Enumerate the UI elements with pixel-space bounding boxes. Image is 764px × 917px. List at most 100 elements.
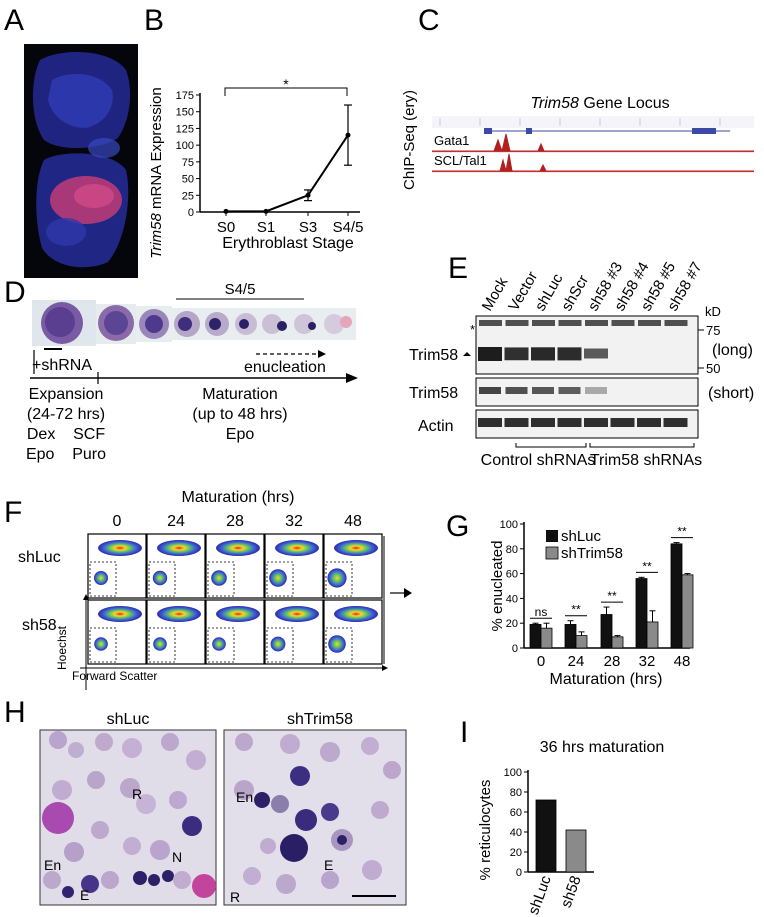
panel-h-shtrim58-cells — [234, 733, 401, 894]
panel-b-y-axis-label: Trim58 mRNA Expression — [148, 87, 165, 258]
panel-g-bar-shluc — [600, 614, 613, 649]
panel-g-bar-shtrim58 — [575, 635, 588, 649]
panel-i-title: 36 hrs maturation — [540, 739, 665, 756]
panel-e-lane-label: Mock — [479, 274, 512, 314]
panel-f-timepoint-label: 0 — [113, 513, 122, 530]
panel-f-title: Maturation (hrs) — [182, 489, 295, 506]
panel-h-left-label-en: En — [44, 857, 61, 873]
panel-g-bar-shluc — [529, 624, 542, 649]
panel-label-h: H — [4, 696, 26, 729]
panel-f-timepoint-label: 28 — [226, 513, 244, 530]
panel-d-expansion-title: Expansion — [29, 386, 104, 403]
panel-f-enucleated-population — [212, 637, 226, 651]
panel-b-x-tick-label: S4/5 — [333, 219, 364, 236]
panel-f-nucleated-population — [98, 540, 142, 556]
panel-f-nucleated-population — [157, 540, 201, 556]
panel-g-y-tick-label: 20 — [506, 618, 518, 630]
panel-d-maturation-title: Maturation — [202, 386, 278, 403]
panel-g-significance-label: ** — [571, 603, 581, 617]
panel-d-maturation-time: (up to 48 hrs) — [192, 406, 287, 423]
panel-e-band-actin — [584, 418, 608, 427]
panel-b-x-tick-label: S0 — [217, 219, 235, 236]
panel-g-bar-shluc — [670, 543, 683, 649]
panel-e-band-nonspecific — [585, 320, 608, 326]
panel-e-band-nonspecific — [664, 320, 688, 326]
panel-e-row-actin: Actin — [418, 418, 454, 435]
panel-i-x-tick-label: shLuc — [525, 873, 555, 917]
panel-g-significance-label: ns — [535, 605, 548, 619]
panel-b-y-tick-label: 175 — [176, 90, 194, 102]
panel-g-y-tick-label: 60 — [506, 569, 518, 581]
panel-g-y-tick-label: 40 — [506, 593, 518, 605]
panel-d-expansion-factors-2: Epo Puro — [26, 446, 106, 463]
panel-b-x-tick-label: S3 — [299, 219, 317, 236]
panel-e-band-trim58-long — [504, 347, 529, 361]
panel-e-band-trim58-short — [585, 387, 607, 394]
panel-f-nucleated-population — [275, 540, 319, 556]
panel-e-band-trim58-long — [531, 347, 555, 361]
panel-label-i: I — [460, 716, 468, 749]
panel-e-band-trim58-long — [557, 347, 582, 361]
panel-i-y-tick-label: 100 — [504, 767, 522, 779]
panel-e-row-trim58-long: Trim58 — [409, 347, 458, 364]
panel-e-band-nonspecific — [638, 320, 661, 326]
panel-f-enucleated-population — [211, 570, 227, 586]
panel-f-row-shluc: shLuc — [18, 549, 61, 566]
panel-c-title: Trim58 Gene Locus — [530, 95, 669, 112]
panel-g-y-tick-label: 80 — [506, 544, 518, 556]
panel-f-nucleated-population — [157, 606, 201, 622]
panel-i-y-axis-label: % reticulocytes — [477, 780, 494, 881]
panel-c-gata1-signal — [432, 133, 754, 153]
panel-e-exposure-long: (long) — [712, 342, 753, 359]
panel-g-x-tick-label: 32 — [639, 653, 656, 670]
panel-e-group-trim58: Trim58 shRNAs — [590, 452, 702, 469]
panel-i-x-tick-label: sh58 — [558, 874, 585, 910]
panel-g-x-axis-label: Maturation (hrs) — [550, 671, 663, 688]
panel-b-y-tick-label: 50 — [182, 174, 194, 186]
panel-e-band-trim58-short — [558, 387, 581, 394]
panel-f-enucleated-population — [94, 571, 108, 585]
panel-e-nonspecific-star: * — [470, 322, 475, 337]
panel-f-enucleated-gate — [89, 627, 117, 663]
panel-e-band-trim58-long — [478, 347, 502, 361]
panel-g-x-tick-label: 48 — [674, 653, 691, 670]
panel-g-significance-label: ** — [607, 589, 617, 603]
panel-label-d: D — [4, 276, 26, 309]
panel-f-enucleated-gate — [148, 627, 176, 663]
panel-e-band-actin — [478, 418, 502, 427]
panel-i-y-tick-label: 60 — [510, 807, 522, 819]
panel-b-y-tick-label: 125 — [176, 123, 194, 135]
panel-g-bar-shtrim58 — [611, 636, 624, 649]
panel-g-legend-shluc: shLuc — [561, 528, 602, 545]
panel-h-title-shluc: shLuc — [107, 711, 150, 728]
panel-g-significance-label: ** — [677, 525, 687, 539]
panel-e-band-actin — [504, 418, 529, 427]
panel-g-y-tick-label: 0 — [512, 643, 518, 655]
panel-h-left-label-r: R — [132, 786, 142, 802]
panel-g-bar-shtrim58 — [540, 627, 553, 649]
panel-f-enucleated-population — [152, 570, 168, 586]
panel-d-enucleation-label: enucleation — [244, 359, 326, 376]
panel-e-row-trim58-short: Trim58 — [409, 385, 458, 402]
panel-e-band-trim58-short — [532, 387, 554, 394]
panel-e-band-actin — [531, 418, 555, 427]
panel-b-y-tick-label: 100 — [176, 140, 194, 152]
panel-e-exposure-short: (short) — [708, 385, 754, 402]
panel-h-right-label-en: En — [236, 789, 253, 805]
panel-f-enucleated-population — [270, 636, 286, 652]
panel-d-expansion-time: (24-72 hrs) — [27, 406, 105, 423]
panel-b-significance-star: * — [283, 76, 289, 92]
panel-b-y-tick-label: 150 — [176, 107, 194, 119]
panel-f-enucleated-population — [328, 635, 346, 653]
panel-e-band-actin — [637, 418, 661, 427]
panel-i-bar-shluc — [535, 799, 557, 873]
panel-b-x-tick-label: S1 — [257, 219, 275, 236]
panel-c-browser-ruler — [432, 116, 754, 128]
panel-i-bar-sh58 — [565, 829, 587, 873]
panel-b-data-point — [223, 208, 229, 214]
panel-c-scl-signal — [432, 153, 754, 172]
panel-f-nucleated-population — [275, 606, 319, 622]
panel-g-y-tick-label: 100 — [500, 519, 518, 531]
